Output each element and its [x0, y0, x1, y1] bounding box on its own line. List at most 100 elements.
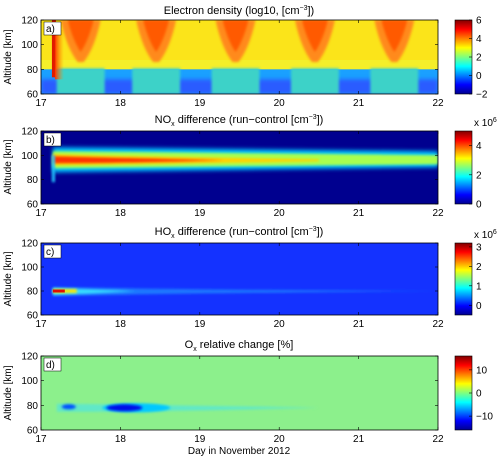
- panel-c-xtick-label: 20: [274, 319, 286, 330]
- panel-b-xtick-label: 22: [432, 208, 444, 219]
- panel-b-ytick-label: 60: [27, 200, 39, 211]
- panel-c-colorbar: [454, 242, 473, 316]
- panel-b-ytick-label: 100: [21, 151, 38, 162]
- panel-a: Electron density (log10, [cm−3]) a) Alti…: [3, 5, 488, 109]
- panel-a-title: Electron density (log10, [cm−3]): [164, 5, 314, 17]
- panel-b-frame: [40, 130, 439, 205]
- panel-b-colorbar-exponent: x 106: [474, 117, 497, 129]
- panel-c-xtick-label: 22: [432, 319, 444, 330]
- panel-c-title: HOx difference (run−control [cm−3]): [155, 226, 324, 240]
- panel-a-colorbar-tick-label: 4: [476, 34, 482, 45]
- panel-d-xtick-label: 18: [115, 434, 127, 445]
- panel-b-colorbar-tick-label: 2: [476, 170, 482, 181]
- panel-d-xtick-label: 20: [274, 434, 286, 445]
- panel-d-ytick-label: 100: [21, 376, 38, 387]
- panel-a-day-lower: [56, 68, 105, 94]
- panel-b-colorbar: [454, 130, 473, 205]
- panel-c-xtick-label: 19: [194, 319, 206, 330]
- panel-a-day-core: [301, 20, 328, 52]
- panel-b-xtick-label: 19: [194, 208, 206, 219]
- panel-d-xtick-label: 19: [194, 434, 206, 445]
- panel-b-ytick-label: 80: [27, 175, 39, 186]
- panel-b-xtick-label: 18: [115, 208, 127, 219]
- panel-a-day-core: [381, 20, 408, 52]
- panel-b-xtick-label: 20: [274, 208, 286, 219]
- panel-c-ylabel: Altitude [km]: [3, 251, 14, 306]
- panel-a-xtick-label: 19: [194, 98, 206, 109]
- panel-d-depletion-core: [106, 404, 143, 412]
- panel-d-background: [41, 356, 438, 430]
- panel-b: NOx difference (run−control [cm−3]) b) A…: [3, 114, 497, 219]
- panel-c-colorbar-tick-label: 2: [476, 262, 482, 273]
- panel-b-title: NOx difference (run−control [cm−3]): [155, 114, 324, 128]
- panel-b-colorbar-tick-label: 0: [476, 200, 482, 211]
- panel-d-xtick-label: 17: [35, 434, 47, 445]
- panel-d-heatmap: [41, 356, 438, 430]
- panel-d-colorbar-tick-label: 0: [476, 389, 482, 400]
- panel-a-xtick-label: 20: [274, 98, 286, 109]
- panel-c-xtick-label: 18: [115, 319, 127, 330]
- panel-d-xtick-label: 22: [432, 434, 444, 445]
- panel-c-frame: [40, 242, 439, 316]
- panel-a-day-lower: [132, 68, 181, 94]
- panel-a-colorbar-tick-label: −2: [476, 90, 488, 101]
- panel-a-ytick-label: 120: [21, 16, 38, 27]
- panel-a-day-lower: [290, 68, 339, 94]
- panel-c-colorbar-tick-label: 1: [476, 281, 482, 292]
- panel-a-xtick-label: 18: [115, 98, 127, 109]
- panel-a-colorbar-tick-label: 2: [476, 53, 482, 64]
- panel-a-day-lower: [211, 68, 260, 94]
- panel-c-xtick-label: 21: [353, 319, 365, 330]
- panel-d-ytick-label: 120: [21, 352, 38, 363]
- panel-d-ylabel: Altitude [km]: [3, 365, 14, 420]
- panel-d-colorbar-tick-label: −10: [476, 412, 493, 423]
- panel-c-band-tail: [52, 287, 438, 296]
- panel-c-background: [41, 243, 438, 315]
- panel-d-ytick-label: 80: [27, 401, 39, 412]
- panel-d-label: d): [46, 360, 55, 371]
- panel-c-heatmap: [41, 243, 438, 315]
- panel-d-depletion-onset: [61, 404, 76, 410]
- panel-d: Ox relative change [%] d) Altitude [km] …: [3, 339, 493, 457]
- panel-a-ytick-label: 60: [27, 90, 39, 101]
- panel-a-spe-spike: [51, 20, 56, 78]
- panel-b-heatmap: [41, 131, 438, 204]
- panel-a-ylabel: Altitude [km]: [3, 29, 14, 84]
- panel-a-xtick-label: 22: [432, 98, 444, 109]
- panel-a-xtick-label: 21: [353, 98, 365, 109]
- panel-c-ytick-label: 100: [21, 263, 38, 274]
- panel-b-xtick-label: 17: [35, 208, 47, 219]
- panel-a-frame: [40, 19, 439, 95]
- panel-c-ytick-label: 120: [21, 239, 38, 250]
- panel-d-frame: [40, 355, 439, 431]
- panel-d-ytick-label: 60: [27, 426, 39, 437]
- panel-c-ytick-label: 80: [27, 287, 39, 298]
- panel-a-day-core: [143, 20, 170, 52]
- panel-d-xlabel: Day in November 2012: [188, 446, 291, 457]
- panel-d-colorbar-tick-label: 10: [476, 365, 488, 376]
- panel-c-colorbar-exponent: x 106: [474, 229, 497, 241]
- panel-b-xtick-label: 21: [353, 208, 365, 219]
- panel-c-colorbar-tick-label: 3: [476, 242, 482, 253]
- panel-c-colorbar-tick-label: 0: [476, 301, 482, 312]
- panel-a-ytick-label: 100: [21, 40, 38, 51]
- panel-a-colorbar-tick-label: 0: [476, 71, 482, 82]
- panel-c: HOx difference (run−control [cm−3]) c) A…: [3, 226, 497, 330]
- panel-a-day-core: [67, 20, 94, 52]
- panel-a-xtick-label: 17: [35, 98, 47, 109]
- panel-b-label: b): [46, 135, 55, 146]
- panel-d-title: Ox relative change [%]: [185, 339, 294, 353]
- panel-b-onset-column: [51, 155, 55, 183]
- panel-a-day-core: [222, 20, 249, 52]
- panel-c-band-peak: [52, 289, 65, 293]
- panel-a-spe-glow: [54, 30, 64, 80]
- panel-a-heatmap: [41, 20, 438, 94]
- panel-c-ytick-label: 60: [27, 311, 39, 322]
- panel-b-ylabel: Altitude [km]: [3, 139, 14, 194]
- panel-c-label: c): [46, 247, 54, 258]
- panel-a-colorbar-tick-label: 6: [476, 16, 482, 27]
- panel-c-xtick-label: 17: [35, 319, 47, 330]
- panel-b-colorbar-tick-label: 4: [476, 141, 482, 152]
- panel-a-ytick-label: 80: [27, 65, 39, 76]
